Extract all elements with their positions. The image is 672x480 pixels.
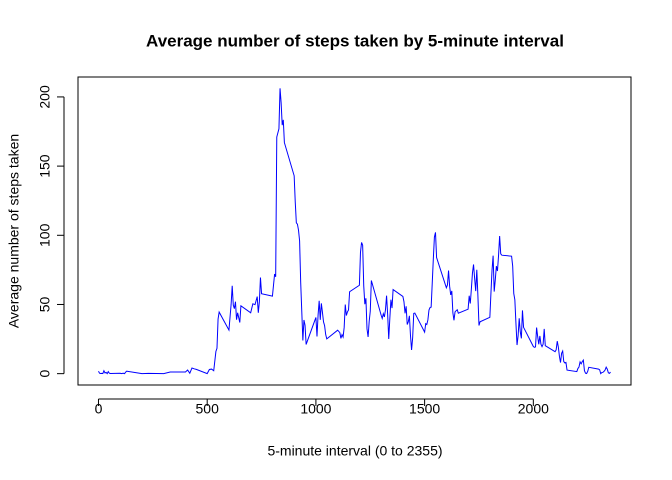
data-line [98, 88, 611, 375]
x-tick-label: 2000 [518, 401, 549, 417]
y-tick-label: 50 [37, 296, 53, 312]
y-tick-label: 100 [37, 223, 53, 247]
plot-frame [77, 76, 632, 386]
y-tick-label: 0 [37, 370, 53, 378]
x-tick-label: 1000 [300, 401, 331, 417]
x-tick-label: 1500 [409, 401, 440, 417]
x-axis-label: 5-minute interval (0 to 2355) [267, 443, 442, 459]
x-tick-label: 0 [95, 401, 103, 417]
y-tick-label: 200 [37, 85, 53, 109]
y-axis-label: Average number of steps taken [6, 134, 22, 328]
chart-title: Average number of steps taken by 5-minut… [146, 31, 564, 50]
x-tick-label: 500 [196, 401, 220, 417]
y-tick-label: 150 [37, 154, 53, 178]
